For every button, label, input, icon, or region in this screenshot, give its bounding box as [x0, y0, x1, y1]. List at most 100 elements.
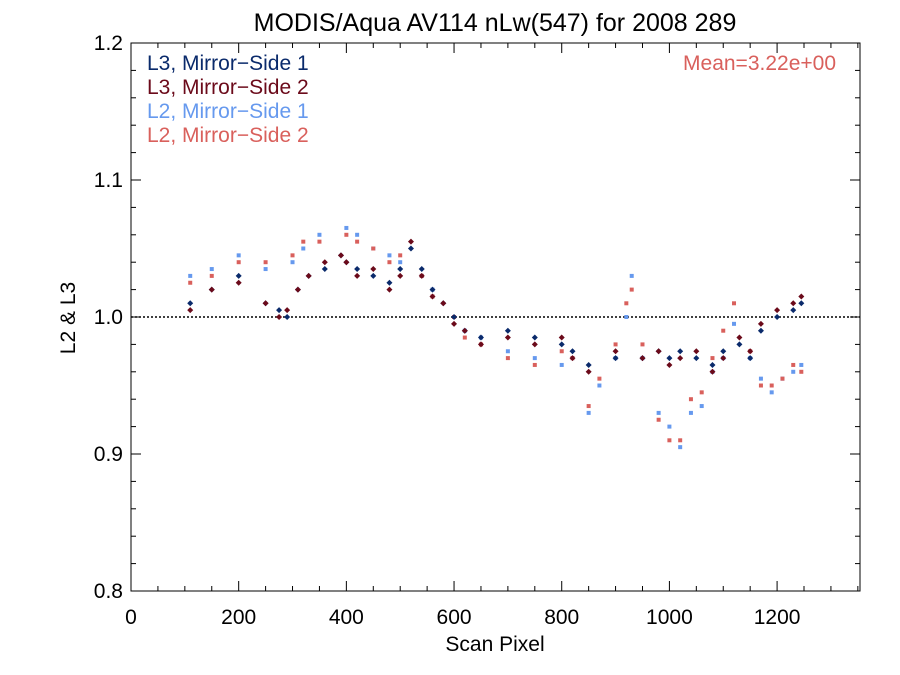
- data-point: [559, 349, 564, 354]
- data-point: [688, 397, 693, 402]
- data-point: [688, 410, 693, 415]
- data-point: [301, 239, 306, 244]
- data-point: [677, 355, 684, 362]
- data-point: [504, 334, 511, 341]
- data-point: [344, 232, 349, 237]
- data-point: [656, 417, 661, 422]
- data-point: [290, 260, 295, 265]
- data-point: [407, 238, 414, 245]
- data-point: [451, 314, 458, 320]
- data-point: [386, 286, 393, 293]
- x-tick-label: 600: [437, 606, 472, 629]
- data-point: [284, 307, 291, 314]
- data-point: [640, 342, 645, 347]
- data-point: [558, 334, 565, 341]
- x-tick-label: 800: [544, 606, 579, 629]
- data-point: [586, 404, 591, 409]
- data-point: [666, 361, 673, 368]
- data-point: [477, 334, 484, 341]
- data-point: [317, 232, 322, 237]
- data-point: [505, 349, 510, 354]
- data-point: [354, 272, 361, 279]
- y-tick-label: 1.1: [94, 169, 123, 192]
- legend-entry: L3, Mirror−Side 1: [147, 52, 309, 75]
- data-point: [317, 239, 322, 244]
- data-point: [677, 348, 684, 355]
- data-point: [290, 253, 295, 258]
- data-point: [774, 314, 781, 320]
- data-point: [667, 438, 672, 443]
- data-point: [585, 368, 592, 375]
- data-point: [612, 348, 619, 355]
- data-point: [709, 361, 716, 368]
- data-point: [666, 355, 673, 362]
- data-point: [386, 279, 393, 286]
- data-point: [397, 272, 404, 279]
- data-point: [774, 307, 781, 314]
- data-point: [532, 362, 537, 367]
- data-point: [693, 348, 700, 355]
- x-tick-label: 0: [125, 606, 137, 629]
- data-point: [769, 383, 774, 388]
- data-point: [597, 376, 602, 381]
- data-point: [693, 355, 700, 362]
- y-tick-label: 0.9: [94, 443, 123, 466]
- data-point: [624, 301, 629, 306]
- data-point: [757, 320, 764, 327]
- data-point: [613, 342, 618, 347]
- data-point: [678, 438, 683, 443]
- data-point: [462, 335, 467, 340]
- data-point: [354, 266, 361, 273]
- data-point: [397, 266, 404, 273]
- data-point: [263, 260, 268, 265]
- data-point: [531, 341, 538, 348]
- data-point: [798, 300, 805, 307]
- data-point: [188, 280, 193, 285]
- data-point: [655, 348, 662, 355]
- data-point: [531, 334, 538, 341]
- x-tick-label: 1200: [754, 606, 801, 629]
- data-point: [656, 410, 661, 415]
- data-point: [790, 307, 797, 314]
- data-point: [236, 253, 241, 258]
- data-point: [209, 273, 214, 278]
- data-point: [355, 239, 360, 244]
- data-point: [461, 327, 468, 334]
- data-point: [370, 272, 377, 279]
- data-point: [799, 369, 804, 374]
- data-point: [305, 272, 312, 279]
- data-point: [263, 267, 268, 272]
- data-point: [187, 307, 194, 314]
- data-point: [597, 383, 602, 388]
- data-point: [477, 341, 484, 348]
- data-point: [262, 300, 269, 307]
- data-point: [532, 356, 537, 361]
- data-point: [418, 266, 425, 273]
- data-point: [398, 260, 403, 265]
- data-point: [709, 368, 716, 375]
- data-point: [429, 286, 436, 293]
- data-point: [747, 348, 754, 355]
- legend: L3, Mirror−Side 1L3, Mirror−Side 2L2, Mi…: [147, 52, 309, 147]
- data-point: [321, 266, 328, 273]
- data-point: [699, 390, 704, 395]
- chart-title: MODIS/Aqua AV114 nLw(547) for 2008 289: [254, 9, 737, 37]
- data-point: [235, 279, 242, 286]
- data-point: [504, 327, 511, 334]
- data-point: [505, 356, 510, 361]
- data-point: [337, 252, 344, 259]
- data-point: [769, 390, 774, 395]
- data-point: [710, 356, 715, 361]
- data-point: [208, 286, 215, 293]
- data-point: [721, 328, 726, 333]
- data-point: [720, 348, 727, 355]
- data-point: [732, 321, 737, 326]
- data-point: [799, 362, 804, 367]
- data-point: [624, 315, 629, 319]
- x-axis-label: Scan Pixel: [445, 633, 544, 656]
- mean-annotation: Mean=3.22e+00: [683, 52, 836, 75]
- legend-entry: L2, Mirror−Side 1: [147, 100, 309, 123]
- data-point: [418, 272, 425, 279]
